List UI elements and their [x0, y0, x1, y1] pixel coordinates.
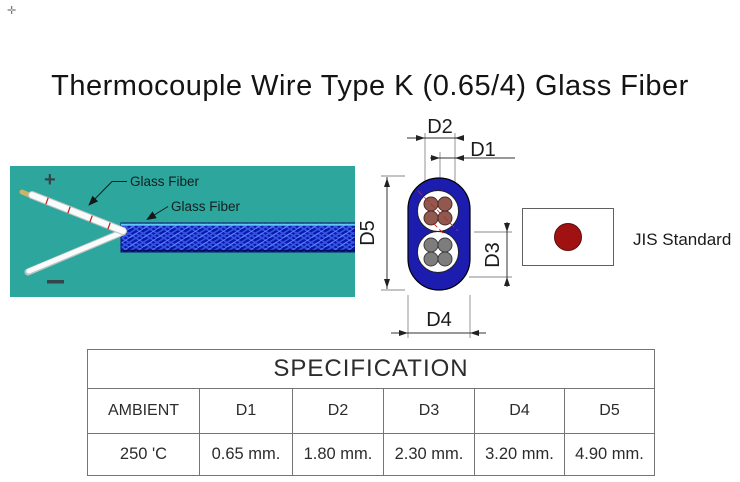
dim-label-d2: D2: [427, 116, 453, 138]
value-d4: 3.20 mm.: [474, 433, 565, 476]
plus-symbol: +: [44, 169, 56, 191]
dim-label-d3: D3: [482, 242, 504, 268]
page-title: Thermocouple Wire Type K (0.65/4) Glass …: [51, 70, 689, 102]
table-row-headers: AMBIENT D1 D2 D3 D4 D5: [87, 388, 655, 434]
glass-fiber-label-jacket: Glass Fiber: [171, 199, 241, 214]
callout-glass-fiber-jacket: Glass Fiber: [146, 199, 241, 221]
table-row-values: 250 'C 0.65 mm. 1.80 mm. 2.30 mm. 3.20 m…: [87, 433, 655, 476]
specification-table: SPECIFICATION AMBIENT D1 D2 D3 D4 D5 250…: [87, 349, 655, 476]
red-tracer-stripes: [45, 197, 111, 230]
wire-photo: + Glass Fiber Glass Fiber: [10, 166, 355, 297]
dimension-lines: [384, 135, 515, 336]
jis-standard-label: JIS Standard: [633, 230, 732, 249]
col-header-ambient: AMBIENT: [87, 388, 200, 434]
col-header-d2: D2: [292, 388, 384, 434]
col-header-d1: D1: [199, 388, 293, 434]
dim-label-d4: D4: [426, 309, 452, 331]
dim-label-d5: D5: [360, 220, 379, 246]
corner-mark: ✛: [7, 5, 17, 17]
table-title: SPECIFICATION: [87, 349, 655, 389]
table-row-title: SPECIFICATION: [87, 349, 655, 389]
wire-positive: [19, 189, 127, 235]
value-d3: 2.30 mm.: [383, 433, 475, 476]
value-d2: 1.80 mm.: [292, 433, 384, 476]
col-header-d4: D4: [474, 388, 565, 434]
value-d1: 0.65 mm.: [199, 433, 293, 476]
braided-cable: [120, 222, 355, 253]
glass-fiber-label-outer: Glass Fiber: [130, 174, 200, 189]
conductor-bundle-negative: [417, 231, 459, 273]
callout-glass-fiber-outer: Glass Fiber: [88, 174, 200, 206]
japan-flag-icon: [522, 208, 614, 266]
minus-symbol: [47, 280, 64, 284]
value-ambient: 250 'C: [87, 433, 200, 476]
flag-red-circle: [554, 223, 582, 251]
col-header-d5: D5: [564, 388, 655, 434]
dim-label-d1: D1: [470, 139, 496, 161]
cross-section-drawing: D2 D1 D5 D3 D4: [360, 116, 515, 338]
value-d5: 4.90 mm.: [564, 433, 655, 476]
wire-negative: [24, 228, 127, 276]
col-header-d3: D3: [383, 388, 475, 434]
centerlines: [417, 190, 459, 234]
